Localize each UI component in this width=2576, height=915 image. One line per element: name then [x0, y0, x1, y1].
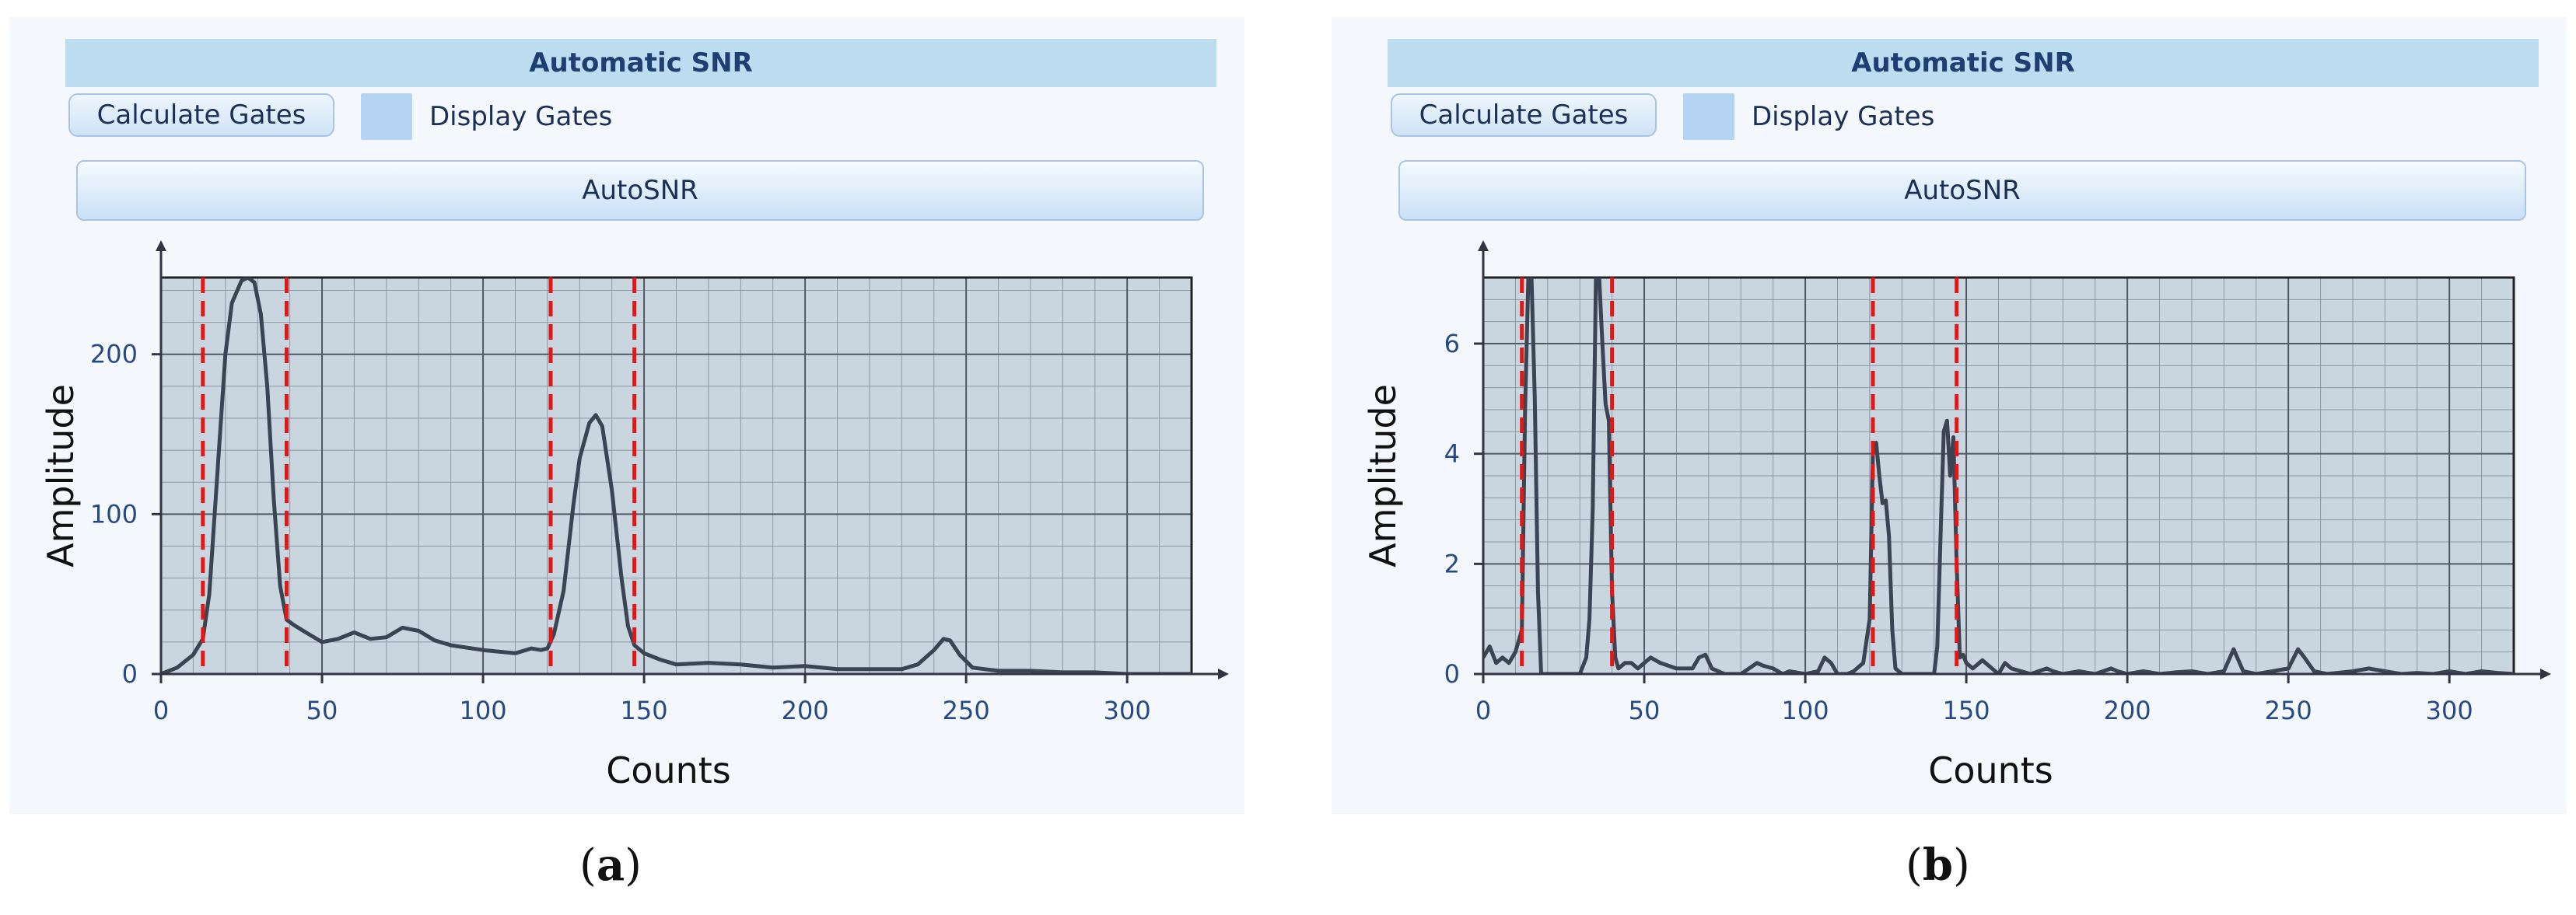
x-tick-label: 150 — [1943, 696, 1990, 725]
x-tick-label: 50 — [306, 696, 338, 725]
caption-letter: a — [596, 840, 625, 891]
x-tick-label: 200 — [782, 696, 829, 725]
display-gates-label: Display Gates — [1752, 101, 1935, 132]
figure-caption-b: (b) — [1906, 840, 1970, 891]
x-tick-label: 250 — [943, 696, 990, 725]
y-axis-label: Amplitude — [40, 384, 82, 568]
x-tick-label: 150 — [621, 696, 668, 725]
x-tick-label: 0 — [1475, 696, 1491, 725]
x-tick-label: 50 — [1629, 696, 1661, 725]
calculate-gates-button[interactable]: Calculate Gates — [1391, 93, 1657, 137]
panel-a: Automatic SNR Calculate Gates Display Ga… — [9, 17, 1244, 814]
x-tick-label: 300 — [2426, 696, 2473, 725]
y-tick-label: 0 — [1444, 659, 1460, 689]
y-axis-label: Amplitude — [1362, 384, 1404, 568]
autosnr-button[interactable]: AutoSNR — [1398, 160, 2526, 221]
display-gates-checkbox[interactable] — [1683, 93, 1734, 140]
y-tick-label: 100 — [90, 499, 138, 529]
y-axis-arrow — [1478, 240, 1489, 251]
y-tick-label: 4 — [1444, 439, 1460, 469]
display-gates-label: Display Gates — [429, 101, 613, 132]
series-line — [161, 278, 1192, 674]
x-axis-arrow — [1218, 669, 1229, 679]
figure-caption-a: (a) — [579, 840, 642, 891]
automatic-snr-header: Automatic SNR — [65, 39, 1216, 87]
automatic-snr-header: Automatic SNR — [1388, 39, 2539, 87]
panel-b: Automatic SNR Calculate Gates Display Ga… — [1332, 17, 2567, 814]
amplitude-chart: 0 50 100 150 200 250 300 0 100 200 Counts Amplitude — [40, 240, 1229, 791]
autosnr-button[interactable]: AutoSNR — [76, 160, 1204, 221]
x-tick-label: 250 — [2265, 696, 2312, 725]
series-line — [1483, 278, 2514, 674]
calculate-gates-button[interactable]: Calculate Gates — [68, 93, 334, 137]
y-axis-arrow — [156, 240, 166, 251]
caption-letter: b — [1922, 840, 1954, 891]
x-tick-label: 200 — [2104, 696, 2151, 725]
y-tick-label: 6 — [1444, 329, 1460, 358]
y-tick-label: 200 — [90, 340, 138, 369]
x-tick-label: 100 — [1782, 696, 1829, 725]
x-axis-arrow — [2540, 669, 2551, 679]
x-tick-label: 0 — [153, 696, 169, 725]
x-axis-label: Counts — [606, 749, 731, 791]
x-tick-label: 100 — [460, 696, 507, 725]
display-gates-checkbox[interactable] — [361, 93, 412, 140]
x-axis-label: Counts — [1928, 749, 2053, 791]
amplitude-chart: 0 50 100 150 200 250 300 0 2 4 6 Counts Amplitude — [1362, 240, 2551, 791]
y-tick-label: 2 — [1444, 549, 1460, 578]
x-tick-label: 300 — [1104, 696, 1151, 725]
y-tick-label: 0 — [122, 659, 138, 689]
